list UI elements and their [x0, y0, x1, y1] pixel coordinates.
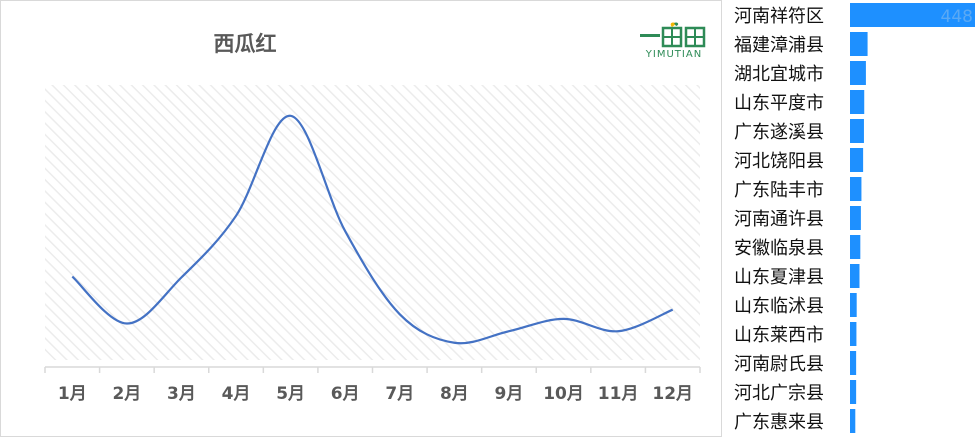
x-axis: 1月 2月 3月 4月 5月 6月 7月 8月 9月 10月 11月 12月	[44, 366, 701, 404]
bar-category-label: 广东惠来县	[734, 412, 824, 433]
bar	[850, 322, 857, 346]
bar-category-label: 山东夏津县	[734, 267, 824, 288]
bar-category-label: 河北饶阳县	[734, 151, 824, 172]
bar	[850, 351, 857, 375]
bar	[850, 235, 861, 259]
x-tick-label: 12月	[652, 384, 693, 404]
logo-icon	[640, 22, 706, 48]
bar	[850, 177, 862, 201]
line-chart: 1月 2月 3月 4月 5月 6月 7月 8月 9月 10月 11月 12月	[44, 85, 701, 404]
yimutian-logo: YIMUTIAN	[636, 22, 712, 66]
line-series-path	[71, 114, 674, 345]
x-tick-label: 2月	[112, 384, 141, 404]
bar	[850, 206, 861, 230]
bar	[850, 32, 868, 56]
bar-category-label: 河北广宗县	[734, 383, 824, 404]
bar	[850, 90, 865, 114]
bar-category-label: 山东平度市	[734, 93, 824, 114]
x-tick-label: 9月	[495, 384, 524, 404]
logo-wordmark: YIMUTIAN	[645, 49, 703, 60]
bar-category-label: 广东遂溪县	[734, 122, 824, 143]
x-tick-label: 1月	[58, 384, 87, 404]
x-tick-label: 11月	[598, 384, 639, 404]
bar-category-label: 山东莱西市	[734, 325, 824, 346]
x-tick-label: 7月	[385, 384, 414, 404]
x-tick-label: 5月	[276, 384, 305, 404]
x-tick-label: 8月	[440, 384, 469, 404]
bar-category-label: 安徽临泉县	[734, 238, 824, 259]
x-tick-label: 3月	[167, 384, 196, 404]
line-series	[71, 114, 674, 345]
bar	[850, 148, 864, 172]
bar	[850, 409, 856, 433]
bar	[850, 61, 866, 85]
bar	[850, 3, 975, 27]
bar-chart: 河南祥符区福建漳浦县湖北宜城市山东平度市广东遂溪县河北饶阳县广东陆丰市河南通许县…	[734, 3, 975, 433]
bar-category-label: 山东临沭县	[734, 296, 824, 317]
plot-grid-background	[45, 85, 700, 360]
bar-category-label: 河南通许县	[734, 209, 824, 230]
x-tick-label: 4月	[222, 384, 251, 404]
bar	[850, 293, 857, 317]
plot-area	[45, 85, 700, 360]
bar	[850, 119, 864, 143]
bar-category-label: 湖北宜城市	[734, 64, 824, 85]
bar-value-label: 448	[941, 7, 973, 27]
bar-category-label: 河南尉氏县	[734, 354, 824, 375]
bar	[850, 380, 857, 404]
x-tick-label: 10月	[543, 384, 584, 404]
bar	[850, 264, 860, 288]
bar-category-label: 福建漳浦县	[734, 35, 824, 56]
bar-category-label: 河南祥符区	[734, 6, 824, 27]
x-tick-label: 6月	[331, 384, 360, 404]
chart-title: 西瓜红	[213, 32, 277, 56]
bar-chart-panel: 河南祥符区福建漳浦县湖北宜城市山东平度市广东遂溪县河北饶阳县广东陆丰市河南通许县…	[724, 0, 977, 439]
bar-category-label: 广东陆丰市	[734, 180, 824, 201]
